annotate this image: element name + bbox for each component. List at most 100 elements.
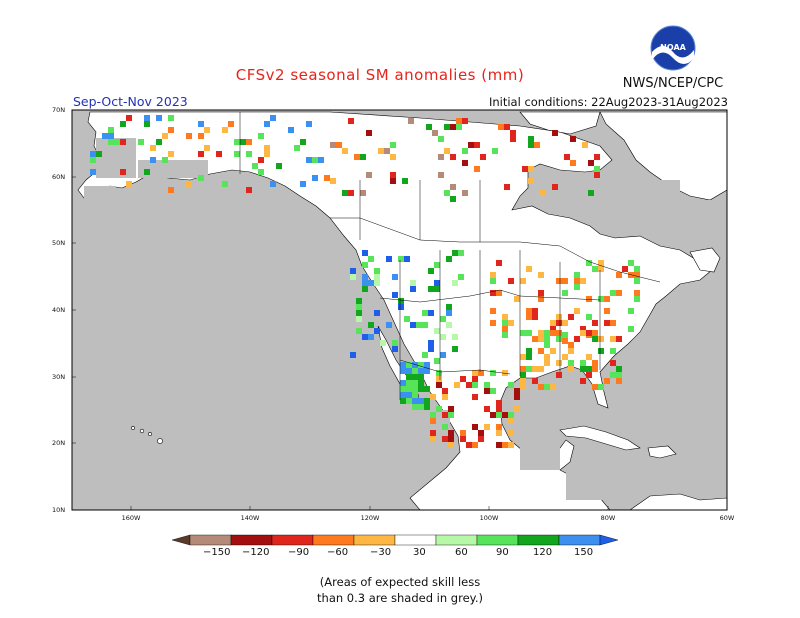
anomaly-cell: [502, 320, 508, 326]
anomaly-cell: [412, 374, 418, 380]
anomaly-cell: [532, 308, 538, 314]
anomaly-cell: [392, 274, 398, 280]
anomaly-cell: [450, 184, 456, 190]
anomaly-cell: [418, 374, 424, 380]
anomaly-cell: [460, 430, 466, 436]
anomaly-cell: [562, 354, 568, 360]
lat-label-10n: 10N: [52, 506, 66, 514]
anomaly-cell: [586, 260, 592, 266]
anomaly-cell: [434, 328, 440, 334]
anomaly-cell: [564, 154, 570, 160]
anomaly-cell: [424, 404, 430, 410]
anomaly-cell: [568, 360, 574, 366]
anomaly-cell: [586, 354, 592, 360]
anomaly-cell: [538, 366, 544, 372]
anomaly-cell: [514, 388, 520, 394]
anomaly-cell: [520, 354, 526, 360]
anomaly-cell: [544, 384, 550, 390]
colorbar-swatch: [312, 534, 355, 546]
anomaly-cell: [406, 362, 412, 368]
anomaly-cell: [234, 139, 240, 145]
anomaly-cell: [384, 148, 390, 154]
anomaly-cell: [550, 330, 556, 336]
anomaly-cell: [150, 145, 156, 151]
anomaly-cell: [580, 278, 586, 284]
anomaly-cell: [484, 388, 490, 394]
anomaly-cell: [562, 338, 568, 344]
anomaly-cell: [422, 352, 428, 358]
anomaly-cell: [436, 370, 442, 376]
anomaly-cell: [168, 115, 174, 121]
anomaly-cell: [556, 336, 562, 342]
anomaly-cell: [374, 274, 380, 280]
anomaly-cell: [526, 330, 532, 336]
anomaly-cell: [586, 314, 592, 320]
anomaly-cell: [496, 260, 502, 266]
anomaly-cell: [432, 130, 438, 136]
anomaly-cell: [598, 384, 604, 390]
anomaly-cell: [526, 266, 532, 272]
anomaly-cell: [252, 163, 258, 169]
anomaly-cell: [418, 380, 424, 386]
anomaly-cell: [502, 412, 508, 418]
anomaly-cell: [634, 290, 640, 296]
anomaly-cell: [412, 404, 418, 410]
anomaly-cell: [580, 326, 586, 332]
anomaly-cell: [442, 424, 448, 430]
anomaly-cell: [198, 121, 204, 127]
anomaly-cell: [406, 380, 412, 386]
anomaly-cell: [450, 124, 456, 130]
anomaly-cell: [526, 366, 532, 372]
anomaly-cell: [348, 190, 354, 196]
anomaly-cell: [120, 139, 126, 145]
anomaly-cell: [474, 142, 480, 148]
anomaly-cell: [424, 386, 430, 392]
anomaly-cell: [610, 348, 616, 354]
colorbar-swatch: [476, 534, 519, 546]
anomaly-cell: [198, 175, 204, 181]
anomaly-cell: [444, 148, 450, 154]
anomaly-cell: [610, 290, 616, 296]
anomaly-cell: [374, 310, 380, 316]
anomaly-cell: [362, 274, 368, 280]
anomaly-cell: [424, 368, 430, 374]
anomaly-cell: [434, 280, 440, 286]
anomaly-cell: [538, 336, 544, 342]
anomaly-cell: [562, 320, 568, 326]
anomaly-cell: [350, 268, 356, 274]
anomaly-cell: [592, 336, 598, 342]
anomaly-cell: [634, 266, 640, 272]
cuba: [559, 425, 641, 451]
anomaly-cell: [126, 181, 132, 187]
anomaly-cell: [126, 115, 132, 121]
colorbar-arrow-right: [599, 534, 619, 546]
anomaly-cell: [356, 298, 362, 304]
anomaly-cell: [294, 145, 300, 151]
anomaly-cell: [438, 154, 444, 160]
anomaly-cell: [90, 169, 96, 175]
anomaly-cell: [604, 296, 610, 302]
anomaly-cell: [510, 136, 516, 142]
anomaly-cell: [472, 442, 478, 448]
anomaly-cell: [574, 284, 580, 290]
anomaly-cell: [634, 278, 640, 284]
anomaly-cell: [380, 340, 386, 346]
anomaly-cell: [562, 278, 568, 284]
anomaly-cell: [392, 292, 398, 298]
colorbar-swatch: [271, 534, 314, 546]
anomaly-cell: [510, 130, 516, 136]
anomaly-cell: [466, 382, 472, 388]
anomaly-cell: [156, 139, 162, 145]
anomaly-cell: [472, 424, 478, 430]
anomaly-cell: [430, 394, 436, 400]
lon-label-140w: 140W: [240, 514, 260, 522]
anomaly-cell: [490, 278, 496, 284]
anomaly-cell: [258, 157, 264, 163]
anomaly-cell: [538, 296, 544, 302]
anomaly-cell: [204, 127, 210, 133]
anomaly-cell: [528, 166, 534, 172]
anomaly-cell: [386, 322, 392, 328]
anomaly-cell: [594, 172, 600, 178]
south-america-edge: [629, 493, 727, 510]
lat-label-30n: 30N: [52, 373, 66, 381]
